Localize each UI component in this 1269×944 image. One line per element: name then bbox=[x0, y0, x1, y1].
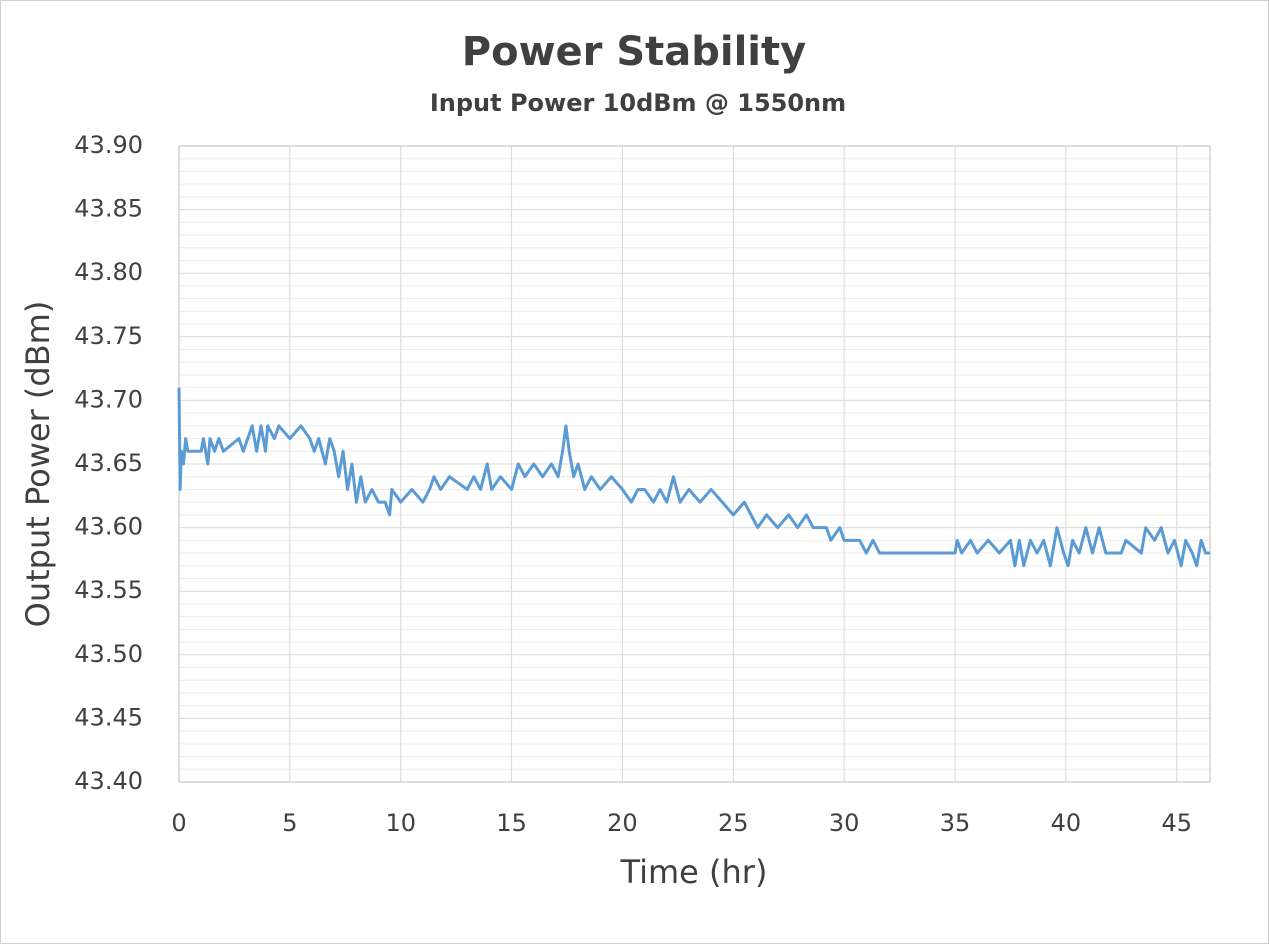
x-tick-label: 25 bbox=[718, 809, 749, 837]
data-line bbox=[177, 387, 1210, 568]
y-tick-label: 43.85 bbox=[74, 195, 143, 223]
chart-subtitle: Input Power 10dBm @ 1550nm bbox=[430, 89, 846, 117]
x-tick-label: 40 bbox=[1051, 809, 1082, 837]
chart-title: Power Stability bbox=[462, 29, 806, 75]
x-tick-label: 15 bbox=[496, 809, 527, 837]
x-tick-label: 20 bbox=[607, 809, 638, 837]
y-tick-label: 43.65 bbox=[74, 449, 143, 477]
x-tick-label: 45 bbox=[1161, 809, 1192, 837]
y-axis-label: Output Power (dBm) bbox=[19, 301, 57, 628]
x-tick-label: 0 bbox=[171, 809, 186, 837]
y-tick-label: 43.75 bbox=[74, 322, 143, 350]
x-tick-label: 35 bbox=[940, 809, 971, 837]
x-axis-label: Time (hr) bbox=[620, 853, 768, 891]
x-tick-label: 30 bbox=[829, 809, 860, 837]
y-tick-label: 43.80 bbox=[74, 258, 143, 286]
y-tick-label: 43.55 bbox=[74, 576, 143, 604]
x-tick-label: 5 bbox=[282, 809, 297, 837]
y-tick-label: 43.70 bbox=[74, 385, 143, 413]
y-tick-label: 43.50 bbox=[74, 640, 143, 668]
y-tick-label: 43.45 bbox=[74, 703, 143, 731]
x-tick-label: 10 bbox=[385, 809, 416, 837]
y-tick-label: 43.90 bbox=[74, 131, 143, 159]
y-tick-label: 43.60 bbox=[74, 513, 143, 541]
y-tick-label: 43.40 bbox=[74, 767, 143, 795]
